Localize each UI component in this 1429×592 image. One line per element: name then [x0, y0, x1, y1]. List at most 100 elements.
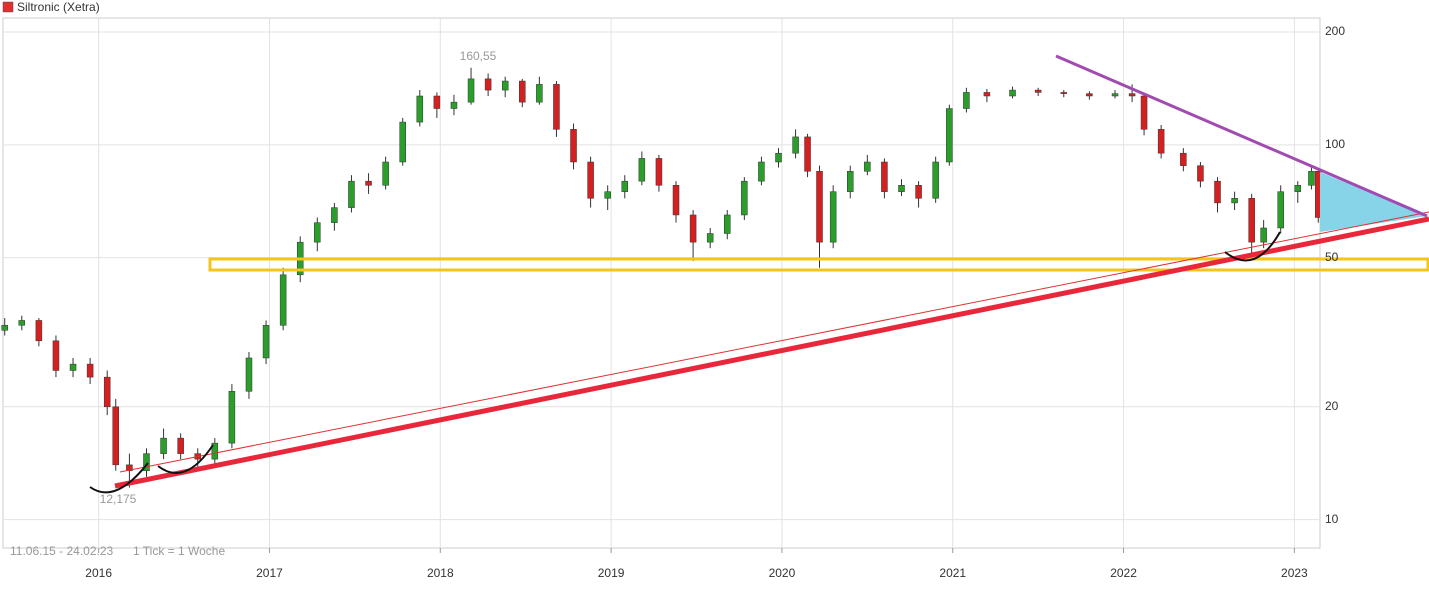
- plot-frame: [2, 17, 1321, 549]
- candle-body: [177, 437, 184, 454]
- x-tick-label: 2023: [1281, 566, 1308, 580]
- x-tick-label: 2017: [256, 566, 283, 580]
- candle-body: [160, 437, 167, 454]
- candle-body: [18, 320, 26, 326]
- candle-body: [262, 325, 270, 359]
- candle-body: [604, 191, 611, 199]
- candle-body: [279, 274, 287, 326]
- candle-body: [881, 161, 888, 192]
- period-label: 11.06.15 - 24.02.23: [10, 544, 114, 558]
- candle-body: [741, 180, 748, 216]
- y-tick-label: 20: [1325, 399, 1339, 413]
- trend-line: [114, 216, 1429, 489]
- candle-body: [1248, 198, 1255, 243]
- triangle-fill: [1320, 172, 1427, 232]
- resistance-line: [1055, 54, 1428, 218]
- legend-swatch: [2, 1, 14, 13]
- y-tick-label: 10: [1325, 512, 1339, 526]
- candle-body: [399, 121, 406, 163]
- candle-body: [331, 207, 338, 223]
- candle-body: [211, 442, 219, 460]
- candle-body: [228, 391, 236, 444]
- candle-body: [1, 325, 8, 331]
- candle-body: [816, 171, 823, 243]
- x-tick-label: 2018: [427, 566, 454, 580]
- support-zone: [208, 257, 1429, 272]
- candle-body: [1214, 180, 1221, 204]
- candle-body: [932, 161, 939, 199]
- candle-body: [112, 406, 119, 466]
- x-tick-label: 2016: [85, 566, 112, 580]
- candle-body: [365, 180, 372, 186]
- candle-body: [126, 464, 133, 472]
- candle-body: [983, 92, 991, 97]
- x-tick-label: 2022: [1110, 566, 1137, 580]
- candle-body: [1197, 165, 1204, 182]
- candle-body: [314, 222, 321, 243]
- candle-body: [348, 180, 355, 208]
- candle-body: [570, 129, 577, 163]
- y-tick-label: 50: [1325, 250, 1339, 264]
- candle-body: [946, 108, 953, 163]
- candle-body: [501, 80, 509, 91]
- candle-body: [829, 191, 837, 243]
- candle-body: [706, 233, 714, 243]
- candle-body: [382, 161, 389, 186]
- candle-body: [1111, 93, 1119, 97]
- candle-body: [804, 136, 811, 172]
- x-tick-label: 2020: [769, 566, 796, 580]
- candle-body: [1180, 152, 1187, 166]
- candle-body: [1140, 95, 1148, 130]
- candle-body: [621, 180, 629, 192]
- candle-body: [1086, 93, 1093, 97]
- candle-body: [1060, 92, 1068, 94]
- candle-body: [416, 95, 424, 123]
- candle-body: [724, 214, 731, 234]
- candle-body: [1128, 93, 1136, 97]
- candle-body: [467, 78, 475, 103]
- candle-body: [847, 171, 854, 192]
- candle-body: [519, 80, 526, 103]
- candle-body: [52, 340, 60, 371]
- candle-body: [86, 363, 94, 378]
- x-tick-label: 2021: [939, 566, 966, 580]
- candle-body: [915, 185, 922, 199]
- candle-body: [898, 185, 905, 192]
- candle-body: [1308, 171, 1315, 186]
- candle-body: [792, 136, 799, 154]
- drawings: [89, 54, 1429, 494]
- x-tick-label: 2019: [598, 566, 625, 580]
- candle-body: [689, 214, 697, 243]
- candle-body: [69, 363, 77, 371]
- candle-body: [536, 84, 543, 103]
- low-annotation: 12,175: [100, 492, 137, 506]
- pattern-arc: [89, 462, 149, 494]
- candle-body: [433, 95, 441, 109]
- candle-body: [1260, 227, 1267, 243]
- candle-body: [587, 161, 594, 199]
- candle-body: [1034, 89, 1042, 93]
- candle-body: [672, 185, 680, 216]
- candle-body: [484, 78, 492, 91]
- candle-body: [963, 92, 970, 109]
- candle-body: [758, 161, 765, 182]
- pattern-arc: [157, 444, 214, 474]
- candle-body: [775, 152, 782, 163]
- candle-body: [1231, 198, 1238, 204]
- candle-body: [450, 101, 458, 109]
- tick-note: 1 Tick = 1 Woche: [133, 544, 225, 558]
- high-annotation: 160,55: [460, 49, 497, 63]
- candle-body: [864, 161, 871, 172]
- candles: [1, 67, 1322, 488]
- y-tick-label: 200: [1325, 24, 1345, 38]
- candle-body: [245, 357, 253, 392]
- candle-body: [655, 158, 663, 186]
- candle-body: [553, 84, 560, 130]
- candle-body: [1277, 191, 1284, 229]
- candle-body: [1157, 129, 1165, 154]
- candle-body: [1009, 89, 1016, 97]
- pattern-arc: [1224, 231, 1281, 262]
- candle-body: [103, 376, 111, 408]
- candle-body: [35, 320, 43, 342]
